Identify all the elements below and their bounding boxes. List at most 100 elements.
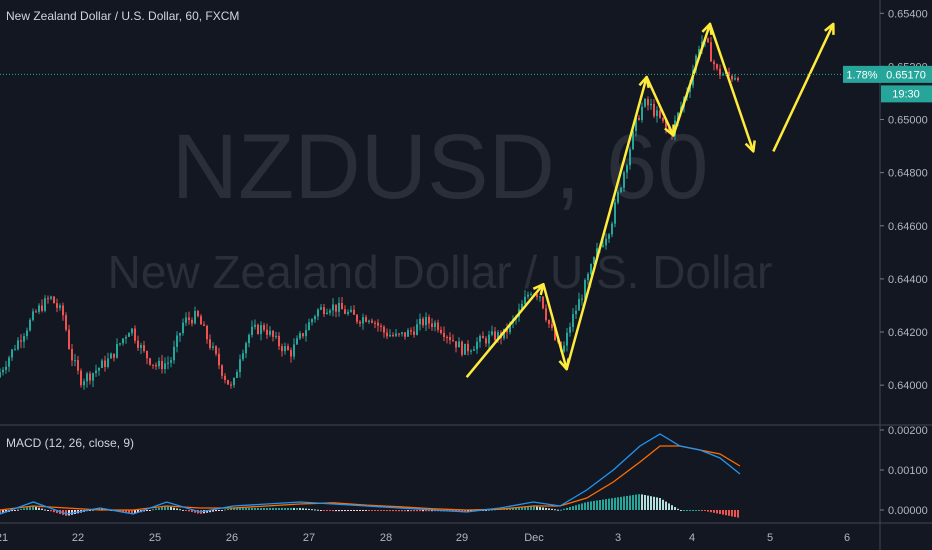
candle [278,332,280,350]
macd-histogram-bar [335,510,337,512]
macd-histogram-bar [626,495,628,510]
candle [143,340,145,353]
candle [650,98,652,110]
macd-histogram-bar [242,508,244,510]
macd-histogram-bar [488,509,490,511]
candle [212,342,214,351]
candle [344,305,346,315]
candle [164,357,166,374]
macd-histogram-bar [50,510,52,512]
macd-histogram-bar [539,507,541,510]
candle [419,313,421,331]
macd-histogram-bar [224,509,226,511]
macd-histogram-bar [728,510,730,516]
candle [275,331,277,340]
macd-histogram-bar [281,508,283,510]
macd-histogram-bar [305,508,307,510]
macd-histogram-bar [188,510,190,512]
candle [653,99,655,118]
candle [140,342,142,355]
candle [83,378,85,390]
candle [239,354,241,378]
macd-histogram-bar [173,507,175,510]
macd-histogram-bar [161,507,163,510]
macd-histogram-bar [20,508,22,510]
candle [281,343,283,357]
candle [563,341,565,353]
last-price-badge: 1.78% 0.65170 19:30 [843,65,932,103]
macd-line [0,433,741,515]
candle [194,306,196,325]
candle [176,331,178,353]
macd-histogram-bar [569,507,571,510]
candle [182,318,184,336]
candle [224,373,226,384]
candle [614,198,616,228]
candle [92,372,94,388]
candle [404,332,406,340]
candle [215,345,217,357]
candle [125,334,127,344]
projection-arrow[interactable] [772,23,835,152]
macd-histogram-bar [53,510,55,513]
candle [65,312,67,332]
macd-histogram-bar [428,510,430,512]
price-pane[interactable] [0,35,932,426]
time-tick-label: 28 [380,532,392,544]
time-tick-label: 27 [303,532,315,544]
candle [320,304,322,311]
candle [707,37,709,43]
candle [11,348,13,361]
macd-histogram-bar [239,508,241,510]
candle [716,63,718,71]
macd-histogram-bar [155,508,157,510]
candle [248,333,250,348]
macd-histogram-bar [356,510,358,511]
candle [2,366,4,376]
macd-histogram-bar [11,510,13,512]
time-tick-label: 22 [72,532,84,544]
candle [392,332,394,338]
macd-histogram-bar [587,501,589,510]
macd-histogram-bar [611,498,613,510]
macd-histogram-bar [23,508,25,510]
macd-histogram-bar [260,508,262,510]
macd-histogram-bar [689,510,691,511]
time-axis[interactable]: 21 22 25 26 27 28 29 Dec 3 4 5 6 [0,522,932,544]
candle [548,319,550,328]
macd-histogram-bar [659,498,661,510]
macd-histogram-bar [401,510,403,512]
candle [620,186,622,194]
candle [53,296,55,304]
time-tick-label: Dec [524,532,544,544]
candle [590,263,592,276]
candle [566,328,568,352]
macd-histogram-bar [608,498,610,510]
macd-histogram-bar [101,508,103,510]
macd-scale[interactable]: 0.00200 0.00100 0.00000 [880,425,928,517]
macd-histogram-bar [710,510,712,513]
candle [530,291,532,297]
candle [254,319,256,330]
candle [356,313,358,324]
macd-histogram-bar [71,510,73,515]
drawing-layer[interactable] [465,22,835,378]
candle [251,320,253,338]
candle [269,326,271,337]
candle [203,321,205,327]
macd-histogram-bar [470,510,472,512]
macd-pane[interactable] [0,433,741,518]
last-price-change: 1.78% [846,69,877,81]
macd-histogram-bar [338,510,340,512]
candle [425,312,427,331]
candle [221,364,223,380]
candle [341,296,343,310]
candle [74,353,76,367]
candle [647,96,649,111]
macd-histogram-bar [38,507,40,510]
macd-histogram-bar [182,509,184,511]
macd-histogram-bar [638,494,640,510]
candle [0,368,1,378]
macd-histogram-bar [284,508,286,510]
